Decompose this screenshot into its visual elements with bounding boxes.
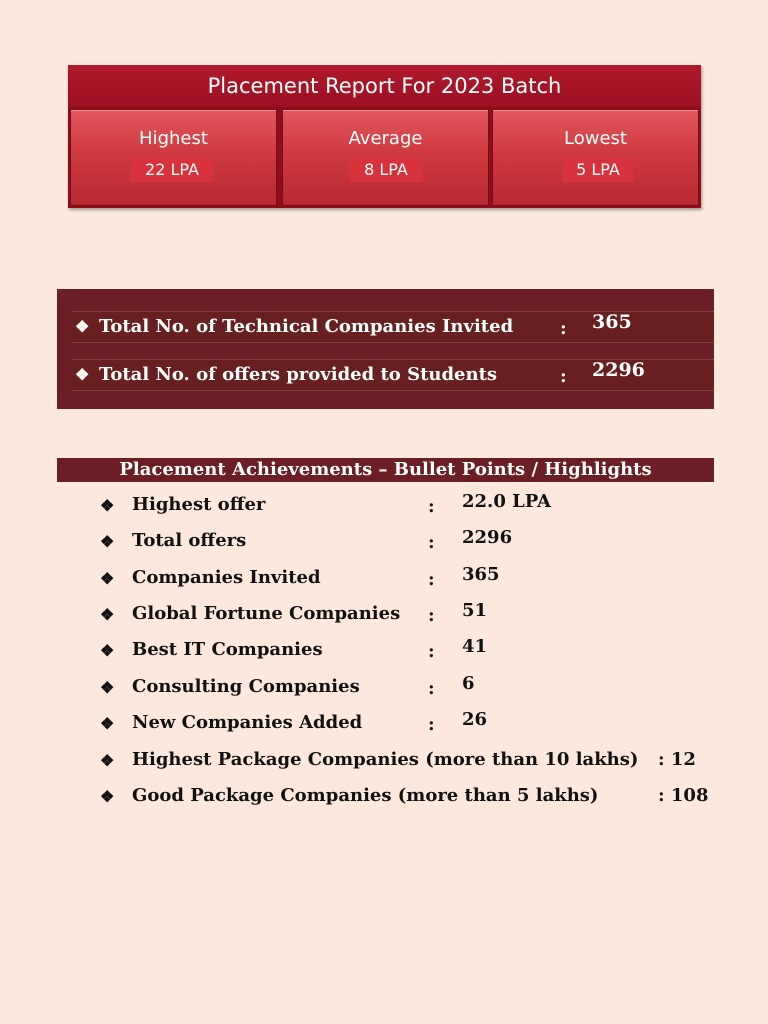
item-value: 22.0 LPA <box>462 491 551 512</box>
item-value: : 108 <box>658 785 709 806</box>
list-item: ❖ Consulting Companies : 6 <box>100 673 720 702</box>
diamond-bullet-icon: ❖ <box>100 496 115 515</box>
stat-highest: Highest 22 LPA <box>70 109 277 206</box>
diamond-bullet-icon: ❖ <box>100 751 115 770</box>
total-offers-row: ❖ Total No. of offers provided to Studen… <box>71 359 714 391</box>
diamond-bullet-icon: ❖ <box>100 532 115 551</box>
stat-lowest: Lowest 5 LPA <box>492 109 699 206</box>
total-value: 2296 <box>592 359 645 381</box>
diamond-bullet-icon: ❖ <box>100 605 115 624</box>
item-value: 51 <box>462 600 488 621</box>
diamond-bullet-icon: ❖ <box>100 787 115 806</box>
list-item: ❖ Companies Invited : 365 <box>100 564 720 593</box>
list-item: ❖ Highest offer : 22.0 LPA <box>100 491 720 520</box>
separator-colon: : <box>560 318 567 339</box>
stat-value: 5 LPA <box>563 158 633 182</box>
separator-colon: : <box>428 496 435 517</box>
item-label: Global Fortune Companies <box>132 603 401 624</box>
item-label: Highest Package Companies (more than 10 … <box>132 749 639 770</box>
item-value: 41 <box>462 636 488 657</box>
separator-colon: : <box>428 641 435 662</box>
item-value: 26 <box>462 709 488 730</box>
achievements-heading: Placement Achievements – Bullet Points /… <box>57 458 714 482</box>
separator-colon: : <box>428 532 435 553</box>
item-label: Highest offer <box>132 494 266 515</box>
stat-label: Lowest <box>564 128 627 149</box>
list-item: ❖ Global Fortune Companies : 51 <box>100 600 720 629</box>
item-label: Companies Invited <box>132 567 321 588</box>
total-label: Total No. of offers provided to Students <box>99 364 498 385</box>
stat-label: Average <box>348 128 423 149</box>
diamond-bullet-icon: ❖ <box>100 641 115 660</box>
item-label: Total offers <box>132 530 247 551</box>
separator-colon: : <box>428 569 435 590</box>
separator-colon: : <box>560 366 567 387</box>
item-label: Good Package Companies (more than 5 lakh… <box>132 785 599 806</box>
item-value: 2296 <box>462 527 513 548</box>
separator-colon: : <box>428 714 435 735</box>
stat-label: Highest <box>139 128 208 149</box>
list-item: ❖ New Companies Added : 26 <box>100 709 720 738</box>
item-value: 365 <box>462 564 500 585</box>
placement-report-box: Placement Report For 2023 Batch Highest … <box>68 65 701 208</box>
total-label: Total No. of Technical Companies Invited <box>99 316 514 337</box>
list-item: ❖ Good Package Companies (more than 5 la… <box>100 785 720 811</box>
separator-colon: : <box>428 605 435 626</box>
stat-average: Average 8 LPA <box>282 109 489 206</box>
diamond-bullet-icon: ❖ <box>75 317 90 336</box>
report-title: Placement Report For 2023 Batch <box>68 65 701 107</box>
diamond-bullet-icon: ❖ <box>100 569 115 588</box>
item-label: New Companies Added <box>132 712 363 733</box>
total-companies-row: ❖ Total No. of Technical Companies Invit… <box>71 311 714 343</box>
stat-value: 22 LPA <box>131 158 213 182</box>
total-value: 365 <box>592 311 632 333</box>
diamond-bullet-icon: ❖ <box>100 678 115 697</box>
list-item: ❖ Best IT Companies : 41 <box>100 636 720 665</box>
item-value: : 12 <box>658 749 696 770</box>
item-label: Best IT Companies <box>132 639 323 660</box>
totals-block: ❖ Total No. of Technical Companies Invit… <box>57 289 714 409</box>
stat-value: 8 LPA <box>349 158 423 182</box>
separator-colon: : <box>428 678 435 699</box>
item-value: 6 <box>462 673 475 694</box>
diamond-bullet-icon: ❖ <box>75 365 90 384</box>
list-item: ❖ Total offers : 2296 <box>100 527 720 556</box>
list-item: ❖ Highest Package Companies (more than 1… <box>100 749 720 775</box>
diamond-bullet-icon: ❖ <box>100 714 115 733</box>
item-label: Consulting Companies <box>132 676 360 697</box>
